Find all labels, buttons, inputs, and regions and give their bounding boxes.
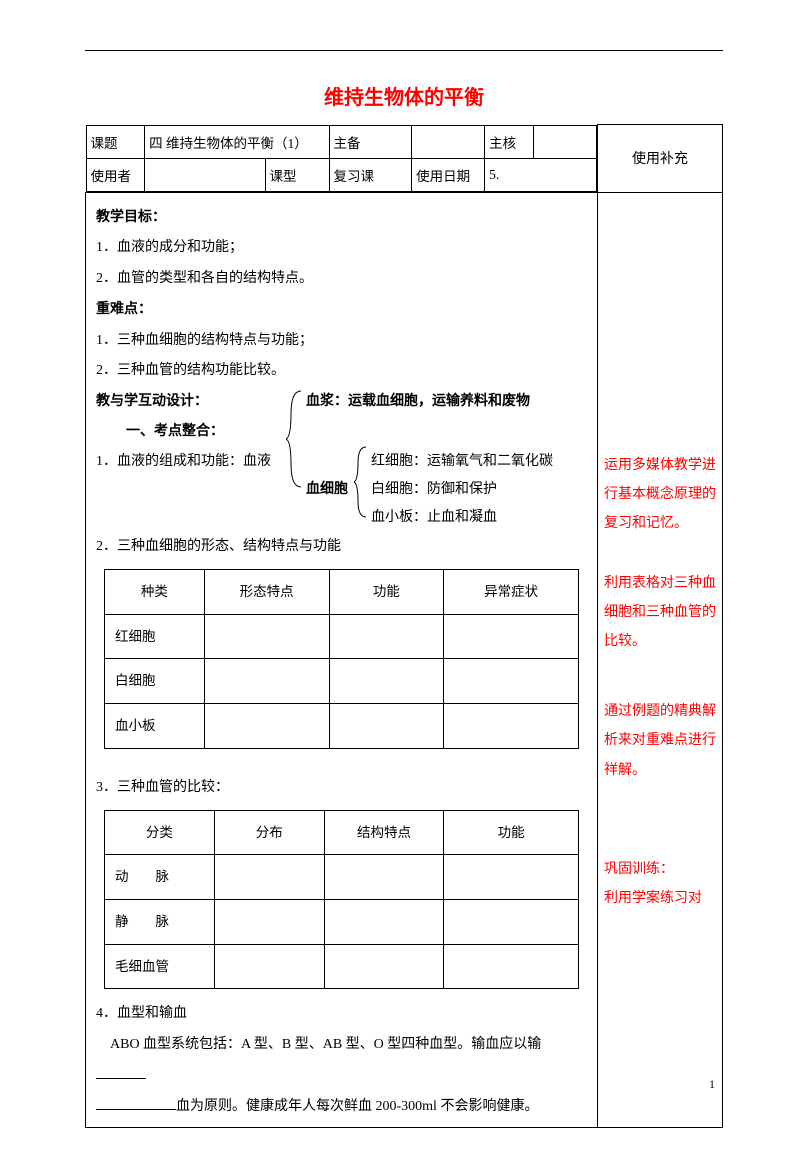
plasma-text: 血浆：运载血细胞，运输养料和废物 — [306, 387, 530, 418]
side-note-1: 运用多媒体教学进行基本概念原理的复习和记忆。 — [604, 451, 716, 539]
t1-r3c3 — [329, 704, 444, 749]
t1-r3c2 — [204, 704, 329, 749]
side-note-4a: 巩固训练： — [604, 855, 716, 884]
t2-r2c4 — [444, 900, 579, 945]
t2-r2c2 — [214, 900, 324, 945]
p4-text1: ABO 血型系统包括：A 型、B 型、AB 型、O 型四种血型。输血应以输 — [96, 1037, 541, 1052]
t2-r3: 毛细血管 — [105, 944, 215, 989]
section-4-text: ABO 血型系统包括：A 型、B 型、AB 型、O 型四种血型。输血应以输 血为… — [96, 1030, 587, 1122]
fill-blank-2[interactable] — [96, 1109, 176, 1110]
t1-h3: 功能 — [329, 570, 444, 615]
side-notes: 运用多媒体教学进行基本概念原理的复习和记忆。 利用表格对三种血细胞和三种血管的比… — [598, 192, 723, 1127]
concept-diagram: 教与学互动设计： 血浆：运载血细胞，运输养料和废物 一、考点整合： 1．血液的组… — [96, 387, 587, 532]
hdr-date-label: 使用日期 — [412, 158, 485, 191]
section-2-heading: 2．三种血细胞的形态、结构特点与功能 — [96, 532, 587, 563]
document-title: 维持生物体的平衡 — [85, 81, 723, 110]
redcell-text: 红细胞：运输氧气和二氧化碳 — [371, 447, 553, 478]
t2-h1: 分类 — [105, 810, 215, 855]
t1-r2: 白细胞 — [105, 659, 205, 704]
side-note-2: 利用表格对三种血细胞和三种血管的比较。 — [604, 569, 716, 657]
t1-h4: 异常症状 — [444, 570, 579, 615]
t1-r3c4 — [444, 704, 579, 749]
interaction-heading: 教与学互动设计： — [96, 387, 208, 418]
bloodcells-label: 血细胞 — [306, 475, 348, 506]
t1-h1: 种类 — [105, 570, 205, 615]
difficulty-1: 1．三种血细胞的结构特点与功能； — [96, 326, 587, 357]
side-note-3: 通过例题的精典解析来对重难点进行祥解。 — [604, 697, 716, 785]
hdr-zhubei-value — [412, 125, 485, 158]
hdr-user-value — [145, 158, 265, 191]
lesson-plan-table: 课题 四 维持生物体的平衡（1） 主备 主核 使用者 课型 复习课 使用日期 5… — [85, 124, 723, 1128]
t1-r2c3 — [329, 659, 444, 704]
side-note-4b: 利用学案练习对 — [604, 884, 716, 913]
side-header: 使用补充 — [598, 125, 723, 193]
hdr-ketype-label: 课型 — [265, 158, 329, 191]
main-content: 教学目标： 1．血液的成分和功能； 2．血管的类型和各自的结构特点。 重难点： … — [86, 192, 598, 1127]
header-table: 课题 四 维持生物体的平衡（1） 主备 主核 使用者 课型 复习课 使用日期 5… — [86, 125, 598, 192]
hdr-date-value: 5. — [485, 158, 597, 191]
t2-r2: 静 脉 — [105, 900, 215, 945]
difficulty-2: 2．三种血管的结构功能比较。 — [96, 356, 587, 387]
hdr-zhubei-label: 主备 — [329, 125, 412, 158]
t2-r3c4 — [444, 944, 579, 989]
fill-blank-1[interactable] — [96, 1078, 146, 1079]
t1-r1: 红细胞 — [105, 614, 205, 659]
platelet-text: 血小板：止血和凝血 — [371, 503, 497, 534]
t1-r1c2 — [204, 614, 329, 659]
hdr-zhuhe-label: 主核 — [485, 125, 534, 158]
hdr-user-label: 使用者 — [86, 158, 145, 191]
t2-r1c2 — [214, 855, 324, 900]
hdr-zhuhe-value — [534, 125, 597, 158]
goal-2: 2．血管的类型和各自的结构特点。 — [96, 264, 587, 295]
section-3-heading: 3．三种血管的比较： — [96, 773, 587, 804]
t1-r3: 血小板 — [105, 704, 205, 749]
t2-r1c4 — [444, 855, 579, 900]
whitecell-text: 白细胞：防御和保护 — [371, 475, 497, 506]
bloodcell-table: 种类 形态特点 功能 异常症状 红细胞 白细胞 血小板 — [104, 569, 579, 749]
t2-r2c3 — [324, 900, 444, 945]
t1-r2c2 — [204, 659, 329, 704]
blood-composition-label: 1．血液的组成和功能：血液 — [96, 447, 271, 478]
t1-r2c4 — [444, 659, 579, 704]
t2-h2: 分布 — [214, 810, 324, 855]
goal-1: 1．血液的成分和功能； — [96, 233, 587, 264]
t1-h2: 形态特点 — [204, 570, 329, 615]
kaodian-heading: 一、考点整合： — [126, 417, 224, 448]
difficulties-heading: 重难点： — [96, 295, 587, 326]
t2-h4: 功能 — [444, 810, 579, 855]
top-rule — [85, 50, 723, 51]
hdr-ketype-value: 复习课 — [329, 158, 412, 191]
t2-r3c2 — [214, 944, 324, 989]
hdr-keti-label: 课题 — [86, 125, 145, 158]
bloodvessel-table: 分类 分布 结构特点 功能 动 脉 静 脉 毛细血管 — [104, 810, 579, 990]
page-number: 1 — [709, 1077, 715, 1092]
goals-heading: 教学目标： — [96, 203, 587, 234]
t2-r1: 动 脉 — [105, 855, 215, 900]
section-4-heading: 4．血型和输血 — [96, 999, 587, 1030]
t2-h3: 结构特点 — [324, 810, 444, 855]
brace-icon — [286, 389, 306, 489]
t1-r1c4 — [444, 614, 579, 659]
t2-r3c3 — [324, 944, 444, 989]
t2-r1c3 — [324, 855, 444, 900]
brace-small-icon — [354, 445, 370, 519]
hdr-keti-value: 四 维持生物体的平衡（1） — [145, 125, 329, 158]
t1-r1c3 — [329, 614, 444, 659]
p4-text2: 血为原则。健康成年人每次鲜血 200-300ml 不会影响健康。 — [176, 1099, 538, 1114]
